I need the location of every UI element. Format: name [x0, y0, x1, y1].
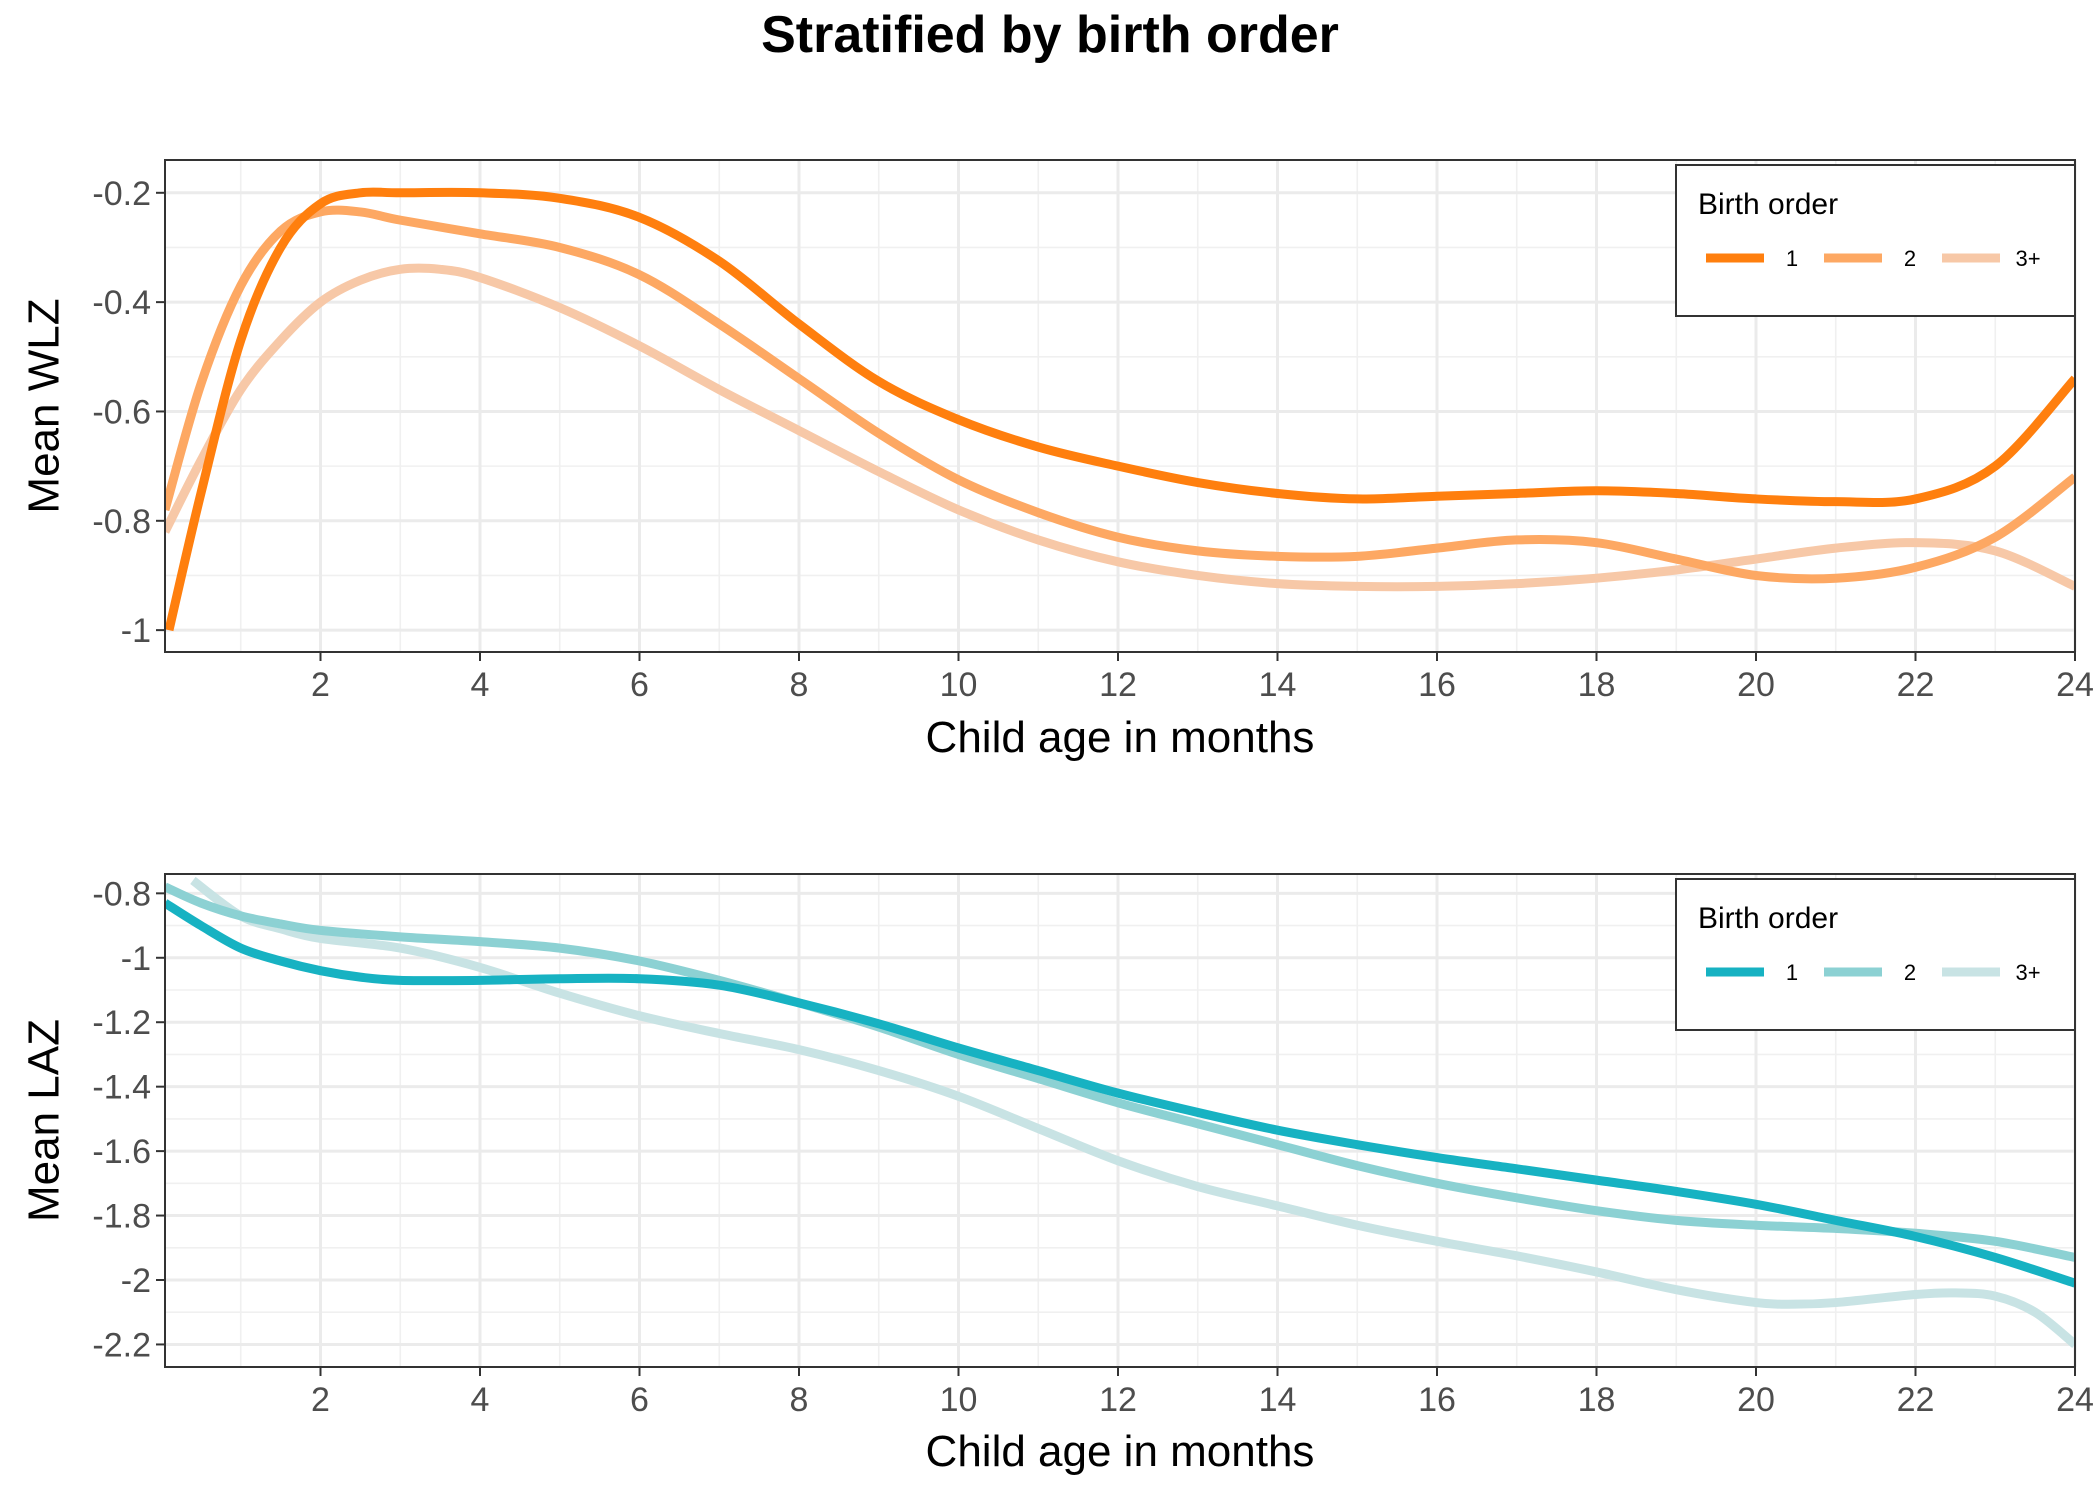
- x-tick-label: 6: [630, 1381, 649, 1419]
- x-tick-label: 6: [630, 666, 649, 704]
- x-axis-title: Child age in months: [926, 713, 1315, 762]
- legend: Birth order 1 2 3+: [1675, 878, 2076, 1031]
- legend-label: 2: [1904, 960, 1916, 985]
- wlz-panel: 2 4 6 8 10 12 14 16 18 20 22 24-1-0.8-0.6-0.4-0.2Ch…: [20, 159, 2094, 762]
- y-tick-label: -0.2: [92, 175, 151, 213]
- series-line-1: [165, 187, 2075, 632]
- x-tick-label: 22: [1897, 666, 1935, 704]
- legend-label: 1: [1786, 246, 1798, 271]
- plot-border: [164, 873, 2076, 1368]
- x-tick-label: 8: [790, 1381, 809, 1419]
- y-tick-label: -0.8: [92, 875, 151, 913]
- series-line-1: [165, 899, 2075, 1288]
- laz-panel: 2 4 6 8 10 12 14 16 18 20 22 24-2.2-2-1.8-1.6-1.4-1…: [20, 873, 2094, 1476]
- x-tick-label: 8: [790, 666, 809, 704]
- axis-ticks: 2 4 6 8 10 12 14 16 18 20 22 24-2.2-2-1.8-1.6-1.4-1…: [92, 875, 2094, 1419]
- x-tick-label: 24: [2056, 666, 2094, 704]
- legend-box: [1675, 164, 2076, 317]
- x-tick-label: 14: [1259, 666, 1297, 704]
- y-tick-label: -0.4: [92, 284, 151, 322]
- legend-label: 2: [1904, 246, 1916, 271]
- x-tick-label: 12: [1099, 666, 1137, 704]
- x-tick-label: 2: [311, 1381, 330, 1419]
- y-tick-label: -1.4: [92, 1069, 151, 1107]
- x-tick-label: 4: [471, 1381, 490, 1419]
- x-tick-label: 14: [1259, 1381, 1297, 1419]
- x-tick-label: 16: [1418, 1381, 1456, 1419]
- x-tick-label: 10: [940, 666, 978, 704]
- y-tick-label: -0.6: [92, 393, 151, 431]
- y-tick-label: -1.2: [92, 1004, 151, 1042]
- series-line-3plus: [190, 876, 2075, 1348]
- x-tick-label: 18: [1578, 666, 1616, 704]
- legend-label: 1: [1786, 960, 1798, 985]
- x-tick-label: 12: [1099, 1381, 1137, 1419]
- x-tick-label: 18: [1578, 1381, 1616, 1419]
- y-tick-label: -1.6: [92, 1133, 151, 1171]
- y-axis-title: Mean WLZ: [20, 298, 69, 513]
- grid-lines: [165, 160, 2077, 652]
- y-tick-label: -2.2: [92, 1326, 151, 1364]
- y-tick-label: -0.8: [92, 503, 151, 541]
- y-tick-label: -1: [121, 940, 151, 978]
- series-line-2: [165, 205, 2075, 584]
- x-tick-label: 16: [1418, 666, 1456, 704]
- series-lines: [165, 876, 2075, 1348]
- x-tick-label: 24: [2056, 1381, 2094, 1419]
- x-tick-label: 22: [1897, 1381, 1935, 1419]
- y-tick-label: -2: [121, 1262, 151, 1300]
- axis-ticks: 2 4 6 8 10 12 14 16 18 20 22 24-1-0.8-0.6-0.4-0.2: [92, 175, 2094, 704]
- legend-title: Birth order: [1698, 188, 1838, 221]
- series-lines: [165, 187, 2075, 632]
- x-tick-label: 2: [311, 666, 330, 704]
- x-tick-label: 4: [471, 666, 490, 704]
- chart-title: Stratified by birth order: [761, 6, 1339, 64]
- legend-label: 3+: [2015, 960, 2040, 985]
- y-tick-label: -1: [121, 612, 151, 650]
- legend-box: [1675, 878, 2076, 1031]
- y-tick-label: -1.8: [92, 1198, 151, 1236]
- plot-border: [164, 159, 2076, 653]
- x-axis-title: Child age in months: [926, 1427, 1315, 1476]
- x-tick-label: 20: [1737, 1381, 1775, 1419]
- legend-title: Birth order: [1698, 902, 1838, 935]
- legend-label: 3+: [2015, 246, 2040, 271]
- legend: Birth order 1 2 3+: [1675, 164, 2076, 317]
- x-tick-label: 20: [1737, 666, 1775, 704]
- x-tick-label: 10: [940, 1381, 978, 1419]
- series-line-2: [165, 882, 2075, 1262]
- y-axis-title: Mean LAZ: [20, 1019, 69, 1222]
